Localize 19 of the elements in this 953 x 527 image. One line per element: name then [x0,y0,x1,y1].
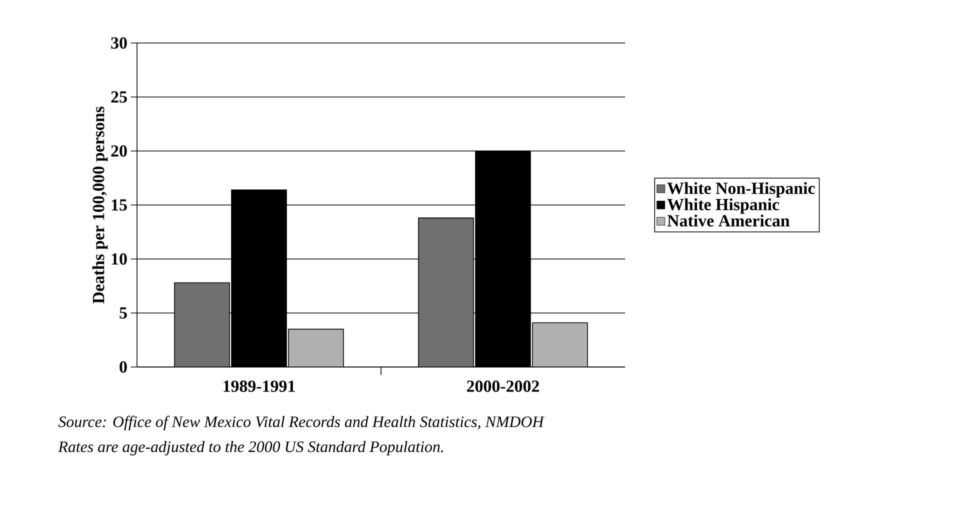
bar [532,322,588,367]
legend-label: White Non-Hispanic [667,182,815,198]
x-tick-label: 2000-2002 [467,380,539,392]
bar [288,328,344,367]
bar [418,218,474,367]
y-tick-label: 25 [111,91,127,103]
y-tick-label: 15 [112,199,127,211]
legend-label: Native American [667,214,790,227]
y-tick-label: 5 [120,307,127,319]
y-tick-label: 10 [112,253,127,265]
x-tick-label: 1989-1991 [224,380,295,392]
legend-label: White Hispanic [667,198,780,214]
y-axis-title: Deaths per 100,000 persons [92,106,108,304]
y-tick-label: 30 [111,37,127,49]
y-tick-label: 0 [120,361,127,373]
y-tick-label: 20 [111,145,127,157]
bar [174,282,230,367]
text: Source: Office of New Mexico Vital Records and Health Statistics, NMDOH [58,416,544,430]
text: Rates are age-adjusted to the 2000 US Standard Population. [58,440,443,456]
